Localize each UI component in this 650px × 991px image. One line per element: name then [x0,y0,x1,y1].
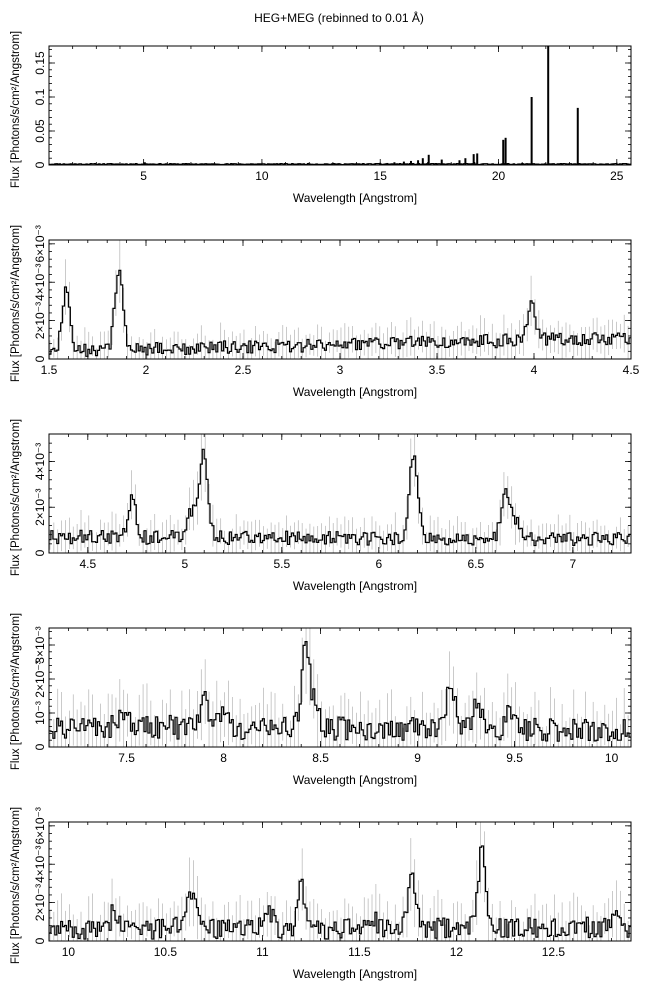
spectrum-trace [49,163,631,165]
y-tick-label: 2×10⁻³ [33,660,47,697]
panel-4: 7.5 8 8.5 9 9.5 10 0 10⁻³ 2×10⁻³3×10⁻³ Wavelength… [10,613,632,787]
panel-2: 1.5 2 2.5 3 3.5 4 4.5 0 2×10⁻³4×10⁻³ 6×10⁻³ Wavele… [10,225,640,399]
x-tick-label: 10 [605,751,619,765]
x-axis-label: Wavelength [Angstrom] [293,967,417,981]
x-tick-label: 5.5 [273,557,290,571]
y-tick-label: 3×10⁻³ [33,626,47,663]
y-tick-label: 4×10⁻³ [33,264,47,301]
y-tick-label: 0.1 [33,88,47,105]
x-tick-label: 4.5 [623,363,640,377]
x-tick-label: 10 [255,169,269,183]
panel-3: 4.5 5 5.5 6 6.5 7 0 2×10⁻³ 4×10⁻³ Wavelength [Ang… [10,419,632,593]
x-tick-label: 7 [569,557,576,571]
spectrum-trace [49,641,631,742]
error-bars [49,240,629,359]
x-tick-label: 9.5 [506,751,523,765]
axes-frame [48,821,632,942]
y-tick-label: 0 [33,937,47,944]
x-tick-label: 8 [220,751,227,765]
y-tick-label: 2×10⁻³ [33,884,47,921]
spectrum-trace [49,448,631,547]
x-tick-label: 2.5 [235,363,252,377]
x-tick-label: 5 [140,169,147,183]
y-axis-label: Flux [Photons/s/cm²/Angstrom] [10,419,22,576]
y-axis-label: Flux [Photons/s/cm²/Angstrom] [10,807,22,964]
x-tick-label: 12 [450,945,464,959]
spectrum-trace [49,269,631,357]
y-tick-label: 0.05 [33,119,47,143]
error-bars [49,628,629,747]
x-tick-label: 5 [181,557,188,571]
y-tick-label: 0.15 [33,51,47,75]
plot-area [49,822,631,941]
plot-area [49,240,631,359]
x-tick-label: 12.5 [542,945,566,959]
x-tick-label: 11 [256,945,269,959]
axes-frame [48,627,632,748]
y-tick-label: 6×10⁻³ [33,807,47,844]
y-tick-label: 10⁻³ [33,701,47,725]
x-tick-label: 10 [62,945,76,959]
x-tick-label: 10.5 [154,945,178,959]
y-axis-label: Flux [Photons/s/cm²/Angstrom] [10,225,22,382]
x-tick-label: 9 [414,751,421,765]
plot-area [49,46,631,165]
x-axis-label: Wavelength [Angstrom] [293,385,417,399]
panel-1: 5 10 15 20 25 0 0.05 0.1 0.15 Wavelength [Angstro… [10,31,632,205]
y-tick-label: 4×10⁻³ [33,443,47,480]
y-axis-label: Flux [Photons/s/cm²/Angstrom] [10,31,22,188]
figure-title: HEG+MEG (rebinned to 0.01 Å) [254,10,424,25]
y-tick-label: 2×10⁻³ [33,302,47,339]
x-tick-label: 3.5 [429,363,446,377]
x-tick-label: 4 [531,363,538,377]
y-tick-label: 4×10⁻³ [33,846,47,883]
x-tick-label: 20 [492,169,506,183]
x-tick-label: 11.5 [348,945,371,959]
plot-area [49,628,631,747]
spectrum-trace [49,845,631,940]
x-tick-label: 25 [610,169,624,183]
y-tick-label: 0 [33,355,47,362]
x-tick-label: 7.5 [118,751,135,765]
panel-5: 10 10.5 11 11.5 12 12.5 0 2×10⁻³4×10⁻³ 6×10⁻³ Wav… [10,807,632,981]
error-bars [49,822,629,941]
x-tick-label: 1.5 [41,363,58,377]
x-tick-label: 6 [375,557,382,571]
y-tick-label: 0 [33,161,47,168]
plot-area [49,434,631,553]
axes-frame [48,239,632,360]
y-tick-label: 2×10⁻³ [33,489,47,526]
y-tick-label: 0 [33,549,47,556]
x-tick-label: 15 [374,169,388,183]
x-tick-label: 6.5 [467,557,484,571]
x-tick-label: 3 [337,363,344,377]
x-tick-label: 8.5 [312,751,329,765]
x-tick-label: 4.5 [79,557,96,571]
x-axis-label: Wavelength [Angstrom] [293,191,417,205]
y-tick-label: 0 [33,743,47,750]
y-tick-label: 6×10⁻³ [33,225,47,262]
y-axis-label: Flux [Photons/s/cm²/Angstrom] [10,613,22,770]
x-axis-label: Wavelength [Angstrom] [293,773,417,787]
x-tick-label: 2 [143,363,150,377]
axes-frame [48,45,632,166]
x-axis-label: Wavelength [Angstrom] [293,579,417,593]
